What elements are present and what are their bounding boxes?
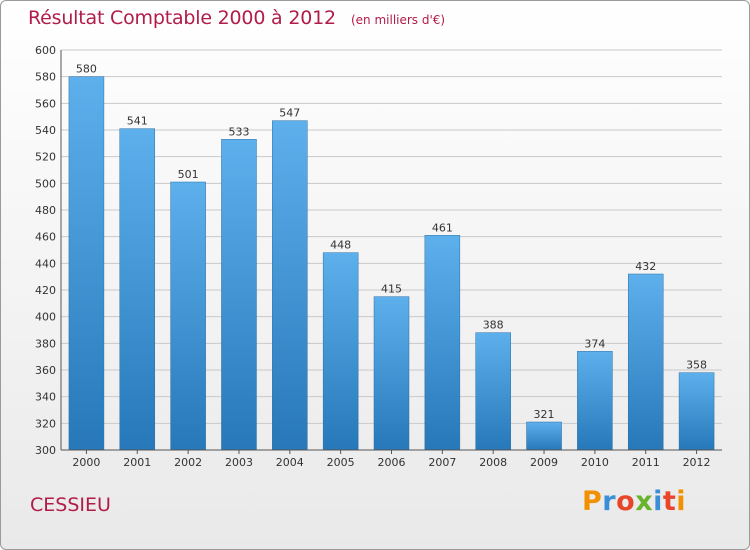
data-label-2003: 533	[228, 125, 249, 138]
data-label-2009: 321	[534, 408, 555, 421]
x-tick-label-2012: 2012	[683, 456, 711, 469]
commune-name: CESSIEU	[30, 494, 111, 516]
axes: 300 320 340 360 380 400 420 440 460 480 500 520 540 5…	[35, 44, 722, 469]
x-tick-label-2003: 2003	[225, 456, 253, 469]
y-tick-label: 500	[35, 177, 56, 190]
data-label-2005: 448	[330, 239, 351, 252]
brand-letter: i	[653, 486, 663, 517]
y-tick-label: 300	[35, 444, 56, 457]
data-label-2010: 374	[584, 337, 605, 350]
bar-2001[interactable]	[119, 128, 156, 451]
x-tick-label-2004: 2004	[276, 456, 304, 469]
bar-2009[interactable]	[526, 421, 562, 451]
brand-letter: o	[616, 486, 636, 517]
y-tick-label: 540	[35, 124, 56, 137]
chart-subtitle: (en milliers d'€)	[350, 13, 446, 27]
y-tick-label: 440	[35, 257, 56, 270]
x-tick-label-2011: 2011	[632, 456, 660, 469]
x-tick-label-2008: 2008	[479, 456, 507, 469]
bar-2010[interactable]	[577, 351, 613, 451]
y-tick-label: 380	[35, 337, 56, 350]
data-label-2008: 388	[483, 319, 504, 332]
bar-2002[interactable]	[170, 181, 206, 451]
y-tick-label: 580	[35, 71, 56, 84]
x-tick-label-2007: 2007	[428, 456, 456, 469]
y-tick-label: 560	[35, 97, 56, 110]
bar-2000[interactable]	[68, 76, 105, 451]
data-labels: 580 541 501 533 547 448 415 461 388 321 374 432 358	[76, 63, 707, 421]
bar-2006[interactable]	[373, 296, 410, 451]
x-tick-label-2005: 2005	[327, 456, 355, 469]
data-label-2006: 415	[381, 283, 402, 296]
bar-2004[interactable]	[272, 120, 308, 451]
y-tick-label: 320	[35, 417, 56, 430]
y-tick-label: 360	[35, 364, 56, 377]
proxiti-logo[interactable]: Proxiti	[582, 486, 686, 517]
data-label-2000: 580	[76, 63, 97, 76]
bars	[68, 76, 715, 451]
x-tick-label-2009: 2009	[530, 456, 558, 469]
bar-2003[interactable]	[221, 139, 257, 451]
chart-title: Résultat Comptable 2000 à 2012	[28, 7, 336, 29]
brand-letter: x	[635, 486, 654, 517]
y-tick-label: 460	[35, 231, 56, 244]
data-label-2004: 547	[279, 107, 300, 120]
data-label-2007: 461	[432, 221, 453, 234]
x-tick-label-2006: 2006	[378, 456, 406, 469]
y-tick-label: 340	[35, 391, 56, 404]
brand-letter: r	[602, 486, 617, 517]
x-tick-label-2002: 2002	[174, 456, 202, 469]
data-label-2001: 541	[127, 115, 148, 128]
x-tick-label-2001: 2001	[123, 456, 151, 469]
bar-2012[interactable]	[678, 372, 715, 451]
brand-letter: P	[582, 486, 603, 517]
bar-2005[interactable]	[322, 252, 359, 451]
y-tick-label: 520	[35, 151, 56, 164]
data-label-2002: 501	[178, 168, 199, 181]
brand-letter: i	[676, 486, 687, 517]
data-label-2011: 432	[635, 260, 656, 273]
y-tick-label: 420	[35, 284, 56, 297]
y-tick-label: 480	[35, 204, 56, 217]
x-tick-label-2010: 2010	[581, 456, 609, 469]
brand-letter: t	[662, 486, 677, 517]
x-tick-label-2000: 2000	[72, 456, 100, 469]
y-tick-label: 600	[35, 44, 56, 57]
bar-2011[interactable]	[627, 273, 664, 451]
chart-title-row: Résultat Comptable 2000 à 2012 (en milli…	[28, 7, 445, 29]
bar-2007[interactable]	[424, 235, 461, 451]
data-label-2012: 358	[686, 359, 707, 372]
bar-2008[interactable]	[475, 332, 511, 451]
y-tick-label: 400	[35, 311, 56, 324]
